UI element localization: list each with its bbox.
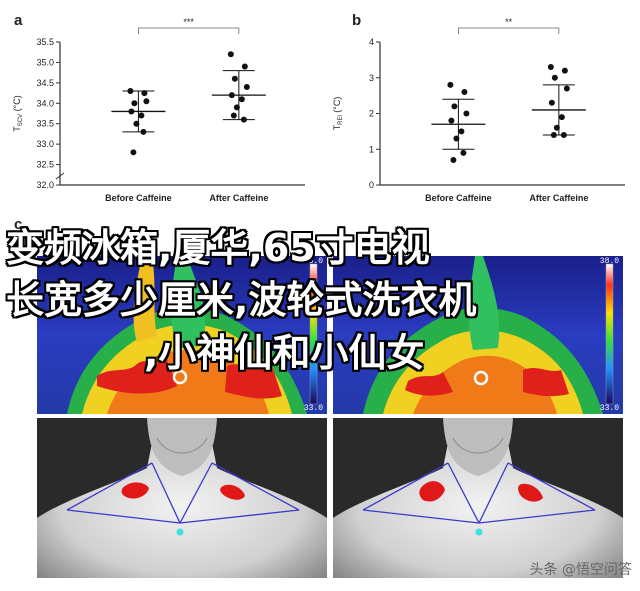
neck-photo-after bbox=[333, 418, 623, 578]
chart-b-data-point bbox=[461, 89, 468, 96]
chart-b-data-point bbox=[450, 156, 457, 163]
chart-a-data-point bbox=[141, 90, 148, 97]
chart-b-y-label: TREl (°C) bbox=[332, 97, 344, 131]
chart-b-data-point bbox=[548, 99, 555, 106]
thermal-scale-top-right: 38.0 bbox=[599, 257, 619, 266]
chart-b-data-point bbox=[458, 128, 465, 135]
chart-b-data-point bbox=[561, 67, 568, 74]
chart-a-data-point bbox=[241, 63, 248, 70]
chart-a-y-tick-label: 33.0 bbox=[36, 139, 54, 149]
chart-a-y-tick-label: 34.5 bbox=[36, 78, 54, 88]
thermal-scale-bottom-left: 33.0 bbox=[303, 404, 323, 413]
chart-a-y-tick-label: 35.5 bbox=[36, 37, 54, 47]
chart-b-data-point bbox=[447, 81, 454, 88]
chart-b-data-point bbox=[451, 103, 458, 110]
chart-a-data-point bbox=[130, 149, 137, 156]
chart-b-data-point bbox=[547, 64, 554, 71]
chart-b-data-point bbox=[551, 74, 558, 81]
thermal-image-before: 38.0 33.0 bbox=[37, 256, 327, 414]
chart-a-y-tick-label: 34.0 bbox=[36, 98, 54, 108]
chart-a-data-point bbox=[243, 83, 250, 90]
chart-b: 0 1 2 3 4 TREl (°C) Before Caffeine After Caffe… bbox=[332, 17, 625, 203]
chart-a-y-tick-label: 32.0 bbox=[36, 180, 54, 190]
chart-a-data-point bbox=[143, 98, 150, 105]
chart-b-data-point bbox=[553, 124, 560, 131]
chart-b-data-point bbox=[463, 110, 470, 117]
thermal-image-after: 38.0 33.0 bbox=[333, 256, 623, 414]
chart-b-y-tick-label: 0 bbox=[369, 180, 374, 190]
thermal-scale-bottom-right: 33.0 bbox=[599, 404, 619, 413]
chart-b-significance-label: ** bbox=[505, 17, 513, 27]
neck-photo-before bbox=[37, 418, 327, 578]
chart-b-y-tick-label: 4 bbox=[369, 37, 374, 47]
chart-a-data-point bbox=[230, 112, 237, 119]
chart-a: 32.0 32.5 33.0 33.5 34.0 34.5 35.0 35.5 TSCV (°C… bbox=[12, 17, 305, 203]
panel-letter-b: b bbox=[352, 12, 362, 29]
chart-b-data-point bbox=[563, 85, 570, 92]
chart-a-y-label: TSCV (°C) bbox=[12, 95, 24, 131]
chart-a-significance-label: *** bbox=[183, 17, 194, 27]
panel-letter-c: c bbox=[14, 216, 23, 233]
chart-a-axis-break bbox=[55, 172, 65, 180]
chart-b-x-tick-label: Before Caffeine bbox=[425, 193, 492, 203]
chart-b-significance-bracket bbox=[458, 27, 560, 34]
chart-a-data-point bbox=[138, 112, 145, 119]
chart-b-y-tick-label: 1 bbox=[369, 144, 374, 154]
chart-b-y-tick-label: 2 bbox=[369, 109, 374, 119]
chart-a-data-point bbox=[231, 75, 238, 82]
panel-letter-a: a bbox=[14, 12, 23, 29]
chart-b-x-tick-label: After Caffeine bbox=[529, 193, 588, 203]
chart-b-data-point bbox=[448, 117, 455, 124]
chart-a-y-tick-label: 33.5 bbox=[36, 119, 54, 129]
chart-a-data-point bbox=[238, 96, 245, 103]
chart-b-data-point bbox=[460, 149, 467, 156]
chart-a-y-tick-label: 35.0 bbox=[36, 57, 54, 67]
chart-a-data-point bbox=[227, 51, 234, 58]
chart-a-significance-bracket bbox=[138, 27, 240, 34]
chart-a-x-tick-label: Before Caffeine bbox=[105, 193, 172, 203]
thermal-scale-top-left: 38.0 bbox=[303, 257, 323, 266]
chart-a-data-point bbox=[131, 100, 138, 107]
chart-b-y-tick-label: 3 bbox=[369, 73, 374, 83]
watermark: 头条 @悟空问答 bbox=[529, 562, 632, 578]
chart-a-x-tick-label: After Caffeine bbox=[209, 193, 268, 203]
chart-b-data-point bbox=[558, 114, 565, 121]
chart-a-y-tick-label: 32.5 bbox=[36, 160, 54, 170]
